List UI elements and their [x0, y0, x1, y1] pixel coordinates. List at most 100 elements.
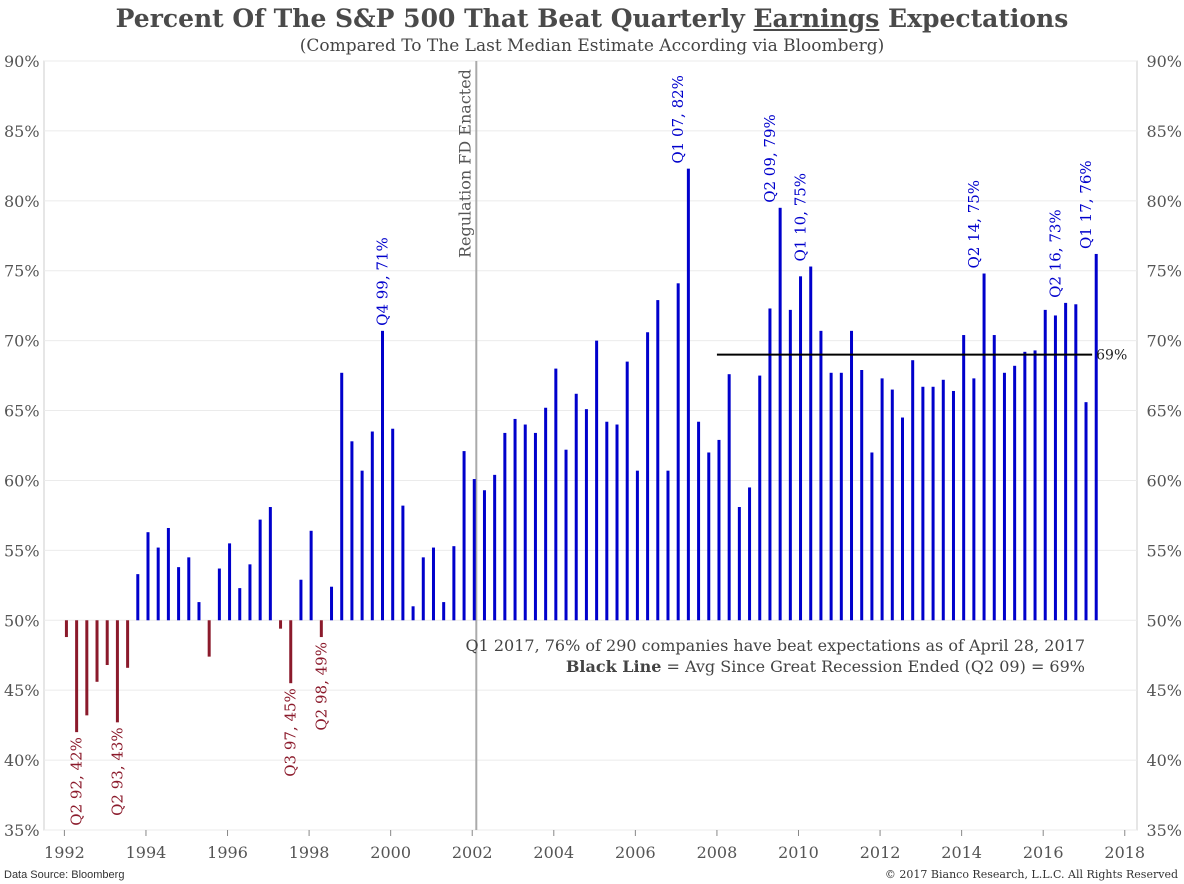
bar: [656, 300, 660, 621]
bar: [972, 378, 976, 621]
bar: [1094, 253, 1098, 621]
bar: [442, 602, 446, 621]
bar: [482, 490, 486, 621]
bar: [268, 507, 272, 621]
bar: [1043, 309, 1047, 621]
bar: [228, 543, 232, 621]
bar: [1033, 350, 1037, 621]
bar: [717, 439, 721, 621]
y-tick-label-left: 80%: [4, 192, 40, 211]
bar: [1084, 402, 1088, 621]
y-tick-label-right: 85%: [1146, 122, 1182, 141]
y-tick-label-right: 75%: [1146, 262, 1182, 281]
bar: [788, 309, 792, 621]
bar: [931, 386, 935, 621]
bar: [809, 266, 813, 621]
x-tick-label: 1998: [289, 843, 330, 862]
bar: [850, 330, 854, 621]
chart-title: Percent Of The S&P 500 That Beat Quarter…: [0, 4, 1184, 33]
bar-annotation-high: Q2 14, 75%: [965, 180, 983, 269]
bar: [319, 620, 323, 638]
x-tick-label: 2014: [941, 843, 982, 862]
bar: [686, 168, 690, 621]
average-line-label: 69%: [1096, 348, 1127, 364]
bar: [360, 470, 364, 621]
bar: [493, 474, 497, 621]
bar: [605, 421, 609, 621]
x-tick-label: 2004: [533, 843, 574, 862]
bar: [676, 283, 680, 621]
bar: [799, 276, 803, 621]
bar: [105, 620, 109, 666]
bar: [136, 574, 140, 621]
copyright: © 2017 Bianco Research, L.L.C. All Right…: [884, 868, 1178, 881]
bar: [829, 372, 833, 621]
bar: [64, 620, 68, 638]
bar: [75, 620, 79, 733]
y-tick-label-left: 85%: [4, 122, 40, 141]
bar: [860, 369, 864, 621]
bar: [880, 378, 884, 621]
bar: [748, 487, 752, 621]
bar: [1064, 302, 1068, 621]
bar: [258, 519, 262, 621]
y-tick-label-right: 70%: [1146, 332, 1182, 351]
bar: [421, 557, 425, 621]
bar: [85, 620, 89, 716]
x-tick-label: 2012: [860, 843, 901, 862]
x-tick-label: 2018: [1104, 843, 1145, 862]
bar: [513, 418, 517, 621]
y-tick-label-right: 35%: [1146, 821, 1182, 840]
y-tick-label-right: 65%: [1146, 402, 1182, 421]
bar: [564, 449, 568, 621]
y-tick-label-left: 40%: [4, 751, 40, 770]
title-earnings: Earnings: [753, 4, 880, 33]
bar: [279, 620, 283, 629]
y-tick-label-left: 90%: [4, 52, 40, 71]
bar: [289, 620, 293, 684]
bar: [411, 606, 415, 621]
bar: [1074, 304, 1078, 621]
bar: [95, 620, 99, 682]
bar: [778, 207, 782, 621]
y-tick-label-left: 55%: [4, 541, 40, 560]
bar-annotation-high: Q2 16, 73%: [1046, 209, 1064, 298]
bar: [177, 567, 181, 621]
bar: [900, 417, 904, 621]
bar: [544, 407, 548, 621]
bar: [584, 409, 588, 621]
bar: [533, 432, 537, 621]
chart-note-2: Black Line = Avg Since Great Recession E…: [566, 657, 1085, 676]
data-source: Data Source: Bloomberg: [4, 869, 125, 881]
chart-note-2-bold: Black Line: [566, 657, 662, 676]
y-tick-label-right: 90%: [1146, 52, 1182, 71]
bar: [381, 330, 385, 621]
bar: [646, 332, 650, 621]
y-tick-label-right: 50%: [1146, 611, 1182, 630]
bar-annotation-high: Q4 99, 71%: [374, 237, 392, 326]
y-tick-label-left: 70%: [4, 332, 40, 351]
y-tick-label-right: 45%: [1146, 681, 1182, 700]
bar: [992, 335, 996, 621]
x-tick-label: 2016: [1023, 843, 1064, 862]
y-tick-label-left: 35%: [4, 821, 40, 840]
bar: [951, 390, 955, 621]
bar: [187, 557, 191, 621]
y-tick-label-left: 50%: [4, 611, 40, 630]
bar: [697, 421, 701, 621]
bar-annotation-low: Q2 98, 49%: [312, 642, 330, 731]
bar: [238, 588, 242, 621]
bar: [1013, 365, 1017, 621]
x-tick-label: 1992: [44, 843, 85, 862]
bar: [166, 527, 170, 621]
bar: [707, 452, 711, 621]
bar: [635, 470, 639, 621]
bar: [340, 372, 344, 621]
bar: [911, 360, 915, 621]
bar: [574, 393, 578, 621]
bar-annotation-low: Q2 93, 43%: [108, 727, 126, 816]
bar: [768, 308, 772, 621]
y-tick-label-right: 80%: [1146, 192, 1182, 211]
y-tick-label-right: 55%: [1146, 541, 1182, 560]
